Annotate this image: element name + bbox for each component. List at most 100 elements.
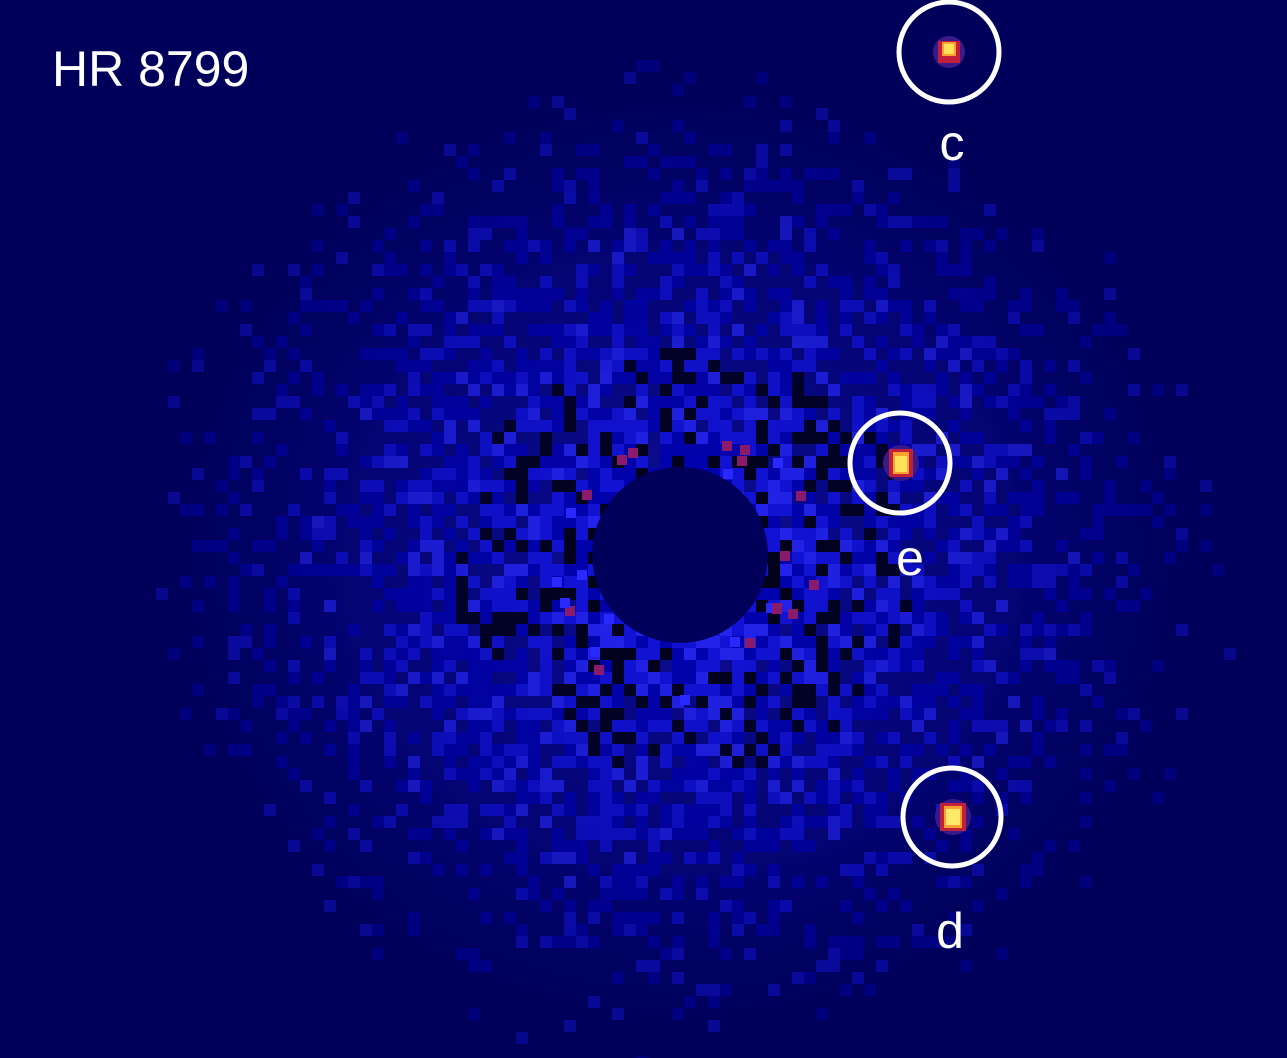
- speckle: [900, 552, 912, 564]
- speckle: [588, 144, 600, 156]
- speckle: [384, 564, 396, 576]
- speckle: [456, 576, 468, 588]
- speckle: [408, 648, 420, 660]
- speckle: [516, 672, 528, 684]
- speckle: [552, 756, 564, 768]
- speckle: [408, 852, 420, 864]
- speckle: [768, 264, 780, 276]
- speckle: [1068, 300, 1080, 312]
- speckle: [540, 780, 552, 792]
- speckle: [1032, 612, 1044, 624]
- speckle: [492, 720, 504, 732]
- speckle: [1104, 744, 1116, 756]
- speckle: [444, 528, 456, 540]
- speckle: [1068, 624, 1080, 636]
- speckle: [840, 504, 852, 516]
- speckle: [768, 648, 780, 660]
- speckle: [540, 240, 552, 252]
- speckle: [708, 996, 720, 1008]
- speckle: [444, 612, 456, 624]
- speckle: [1068, 396, 1080, 408]
- speckle: [828, 960, 840, 972]
- speckle: [900, 696, 912, 708]
- speckle: [876, 588, 888, 600]
- speckle: [504, 276, 516, 288]
- speckle: [396, 444, 408, 456]
- speckle: [588, 216, 600, 228]
- speckle: [564, 876, 576, 888]
- speckle: [852, 912, 864, 924]
- speckle: [672, 456, 684, 468]
- speckle: [480, 480, 492, 492]
- speckle: [360, 384, 372, 396]
- speckle: [1008, 780, 1020, 792]
- speckle: [1092, 324, 1104, 336]
- speckle: [936, 216, 948, 228]
- speckle: [984, 348, 996, 360]
- speckle: [1128, 768, 1140, 780]
- speckle: [576, 540, 588, 552]
- speckle: [924, 384, 936, 396]
- speckle: [516, 372, 528, 384]
- speckle: [996, 348, 1008, 360]
- speckle: [192, 684, 204, 696]
- speckle: [480, 540, 492, 552]
- speckle: [516, 252, 528, 264]
- speckle: [300, 468, 312, 480]
- speckle: [444, 576, 456, 588]
- speckle: [396, 636, 408, 648]
- speckle: [396, 624, 408, 636]
- speckle: [564, 936, 576, 948]
- speckle: [576, 636, 588, 648]
- speckle: [852, 408, 864, 420]
- speckle: [540, 276, 552, 288]
- speckle: [1104, 492, 1116, 504]
- speckle: [660, 324, 672, 336]
- speckle: [468, 528, 480, 540]
- speckle: [420, 540, 432, 552]
- speckle: [828, 696, 840, 708]
- speckle: [924, 588, 936, 600]
- speckle: [540, 432, 552, 444]
- speckle: [804, 600, 816, 612]
- speckle: [888, 852, 900, 864]
- speckle: [780, 492, 792, 504]
- speckle: [540, 252, 552, 264]
- speckle: [444, 396, 456, 408]
- speckle: [804, 624, 816, 636]
- speckle: [444, 324, 456, 336]
- speckle: [432, 384, 444, 396]
- speckle: [696, 888, 708, 900]
- speckle: [804, 756, 816, 768]
- speckle: [1056, 708, 1068, 720]
- speckle: [636, 240, 648, 252]
- speckle: [636, 708, 648, 720]
- speckle: [624, 468, 636, 480]
- speckle: [912, 588, 924, 600]
- speckle: [768, 756, 780, 768]
- speckle: [936, 672, 948, 684]
- speckle: [1020, 756, 1032, 768]
- speckle: [1152, 660, 1164, 672]
- speckle: [420, 696, 432, 708]
- speckle: [612, 408, 624, 420]
- speckle: [948, 912, 960, 924]
- speckle: [984, 576, 996, 588]
- speckle: [228, 636, 240, 648]
- speckle: [528, 888, 540, 900]
- speckle: [528, 600, 540, 612]
- speckle: [432, 744, 444, 756]
- speckle: [948, 324, 960, 336]
- speckle: [432, 660, 444, 672]
- speckle: [672, 312, 684, 324]
- speckle: [600, 648, 612, 660]
- speckle: [348, 744, 360, 756]
- speckle: [624, 72, 636, 84]
- speckle: [768, 384, 780, 396]
- speckle: [528, 468, 540, 480]
- speckle: [492, 828, 504, 840]
- speckle: [420, 264, 432, 276]
- speckle: [696, 648, 708, 660]
- speckle: [588, 732, 600, 744]
- speckle: [384, 648, 396, 660]
